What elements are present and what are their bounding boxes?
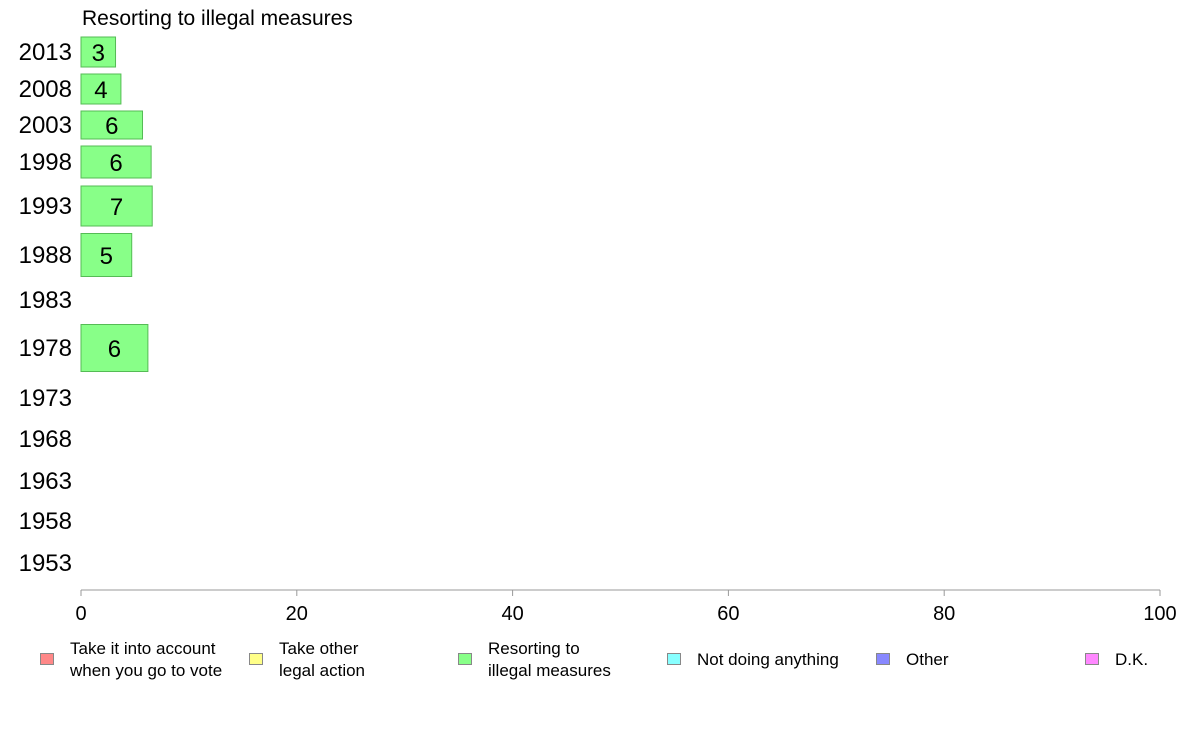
x-tick-label: 80 (933, 603, 955, 625)
legend-item: Take other legal action (249, 638, 365, 682)
category-label: 1988 (19, 242, 72, 269)
data-label: 3 (92, 40, 105, 67)
bar (80, 185, 153, 227)
legend-item: Resorting to illegal measures (458, 638, 611, 682)
legend-swatch (249, 653, 263, 665)
data-label: 6 (108, 336, 121, 363)
plot-area: 2013200820031998199319881983197819731968… (19, 36, 1177, 625)
x-tick-label: 40 (501, 603, 523, 625)
bar (80, 36, 117, 68)
category-label: 2008 (19, 76, 72, 103)
legend-label: Not doing anything (697, 650, 839, 669)
category-label: 1953 (19, 550, 72, 577)
legend-label: Take it into account when you go to vote (70, 639, 223, 680)
bar (80, 110, 144, 140)
data-label: 5 (100, 243, 113, 270)
chart-title: Resorting to illegal measures (82, 7, 353, 30)
x-tick-label: 0 (75, 603, 86, 625)
category-label: 1968 (19, 426, 72, 453)
category-label: 1993 (19, 193, 72, 220)
category-label: 1973 (19, 385, 72, 412)
category-label: 2013 (19, 39, 72, 66)
legend-label: Other (906, 650, 949, 669)
legend-label: D.K. (1115, 650, 1149, 669)
category-label: 1998 (19, 149, 72, 176)
data-label: 6 (109, 150, 122, 177)
bar (80, 73, 122, 105)
legend-swatch (876, 653, 890, 665)
data-label: 6 (105, 113, 118, 140)
category-label: 1983 (19, 287, 72, 314)
legend-swatch (667, 653, 681, 665)
legend: Take it into account when you go to vote… (0, 638, 1188, 698)
legend-swatch (458, 653, 472, 665)
legend-label: Resorting to illegal measures (488, 639, 611, 680)
x-tick-label: 100 (1143, 603, 1176, 625)
data-label: 4 (94, 77, 107, 104)
data-label: 7 (110, 194, 123, 221)
category-label: 1978 (19, 335, 72, 362)
bar (80, 324, 149, 372)
category-label: 1958 (19, 508, 72, 535)
legend-item: D.K. (1085, 638, 1148, 671)
bar (80, 145, 152, 179)
bar (80, 233, 133, 277)
category-label: 2003 (19, 112, 72, 139)
legend-label: Take other legal action (279, 639, 366, 680)
legend-item: Not doing anything (667, 638, 839, 671)
legend-item: Take it into account when you go to vote (40, 638, 222, 682)
legend-item: Other (876, 638, 949, 671)
category-label: 1963 (19, 468, 72, 495)
x-tick-label: 60 (717, 603, 739, 625)
legend-swatch (1085, 653, 1099, 665)
x-tick-label: 20 (286, 603, 308, 625)
legend-swatch (40, 653, 54, 665)
